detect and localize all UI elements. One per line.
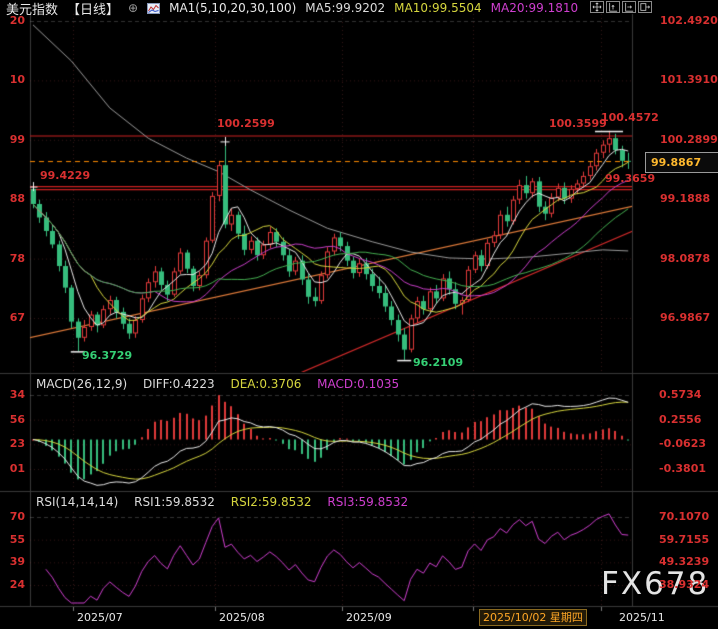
price-annotation: 100.2599	[217, 117, 275, 130]
rsi-axis-label: 70.1070	[659, 510, 710, 523]
macd-macd-value: MACD:0.1035	[317, 377, 400, 391]
ma5-value: MA5:99.9202	[305, 1, 386, 15]
rsi1-value: RSI1:59.8532	[134, 495, 215, 509]
pan-right-icon[interactable]	[638, 1, 652, 13]
timeframe-label: 【日线】	[67, 2, 120, 18]
macd-axis-label: -0.0623	[659, 437, 707, 451]
time-axis-highlighted-date: 2025/10/02 星期四	[479, 609, 587, 626]
macd-axis-label-left: 56	[9, 413, 25, 426]
price-axis-label: 101.3910	[660, 73, 718, 87]
price-axis-label: 100.2899	[660, 132, 718, 146]
price-annotation: 99.3659	[605, 172, 656, 185]
rsi-panel-header: RSI(14,14,14) RSI1:59.8532 RSI2:59.8532 …	[36, 495, 420, 509]
rsi-axis-label-left: 55	[9, 533, 25, 546]
price-axis-label: 102.4920	[660, 14, 718, 27]
macd-axis-label: -0.3801	[659, 462, 707, 475]
macd-title: MACD(26,12,9)	[36, 377, 128, 391]
chart-header: 美元指数 【日线】 ⊕ MA1(5,10,20,30,100) MA5:99.9…	[6, 1, 579, 18]
price-annotation: 100.3599	[549, 117, 607, 130]
rsi-axis-label: 49.3239	[659, 555, 710, 569]
macd-axis-label-left: 23	[9, 438, 25, 451]
rsi-axis-label: 38.9324	[659, 578, 710, 591]
price-axis-label-left: 10	[9, 74, 25, 87]
price-annotation: 96.2109	[413, 356, 464, 369]
instrument-title: 美元指数	[6, 2, 59, 18]
rsi-axis-label-left: 39	[9, 556, 25, 569]
ma20-value: MA20:99.1810	[490, 1, 579, 15]
move-tool-icon[interactable]	[590, 1, 604, 13]
rsi3-value: RSI3:59.8532	[327, 495, 409, 509]
price-axis-label: 99.1888	[660, 192, 711, 206]
macd-axis-label-left: 34	[9, 389, 25, 401]
price-annotation: 99.4229	[40, 169, 91, 182]
price-axis-label-left: 67	[9, 312, 25, 324]
time-axis-label: 2025/08	[219, 611, 265, 624]
macd-diff-value: DIFF:0.4223	[142, 377, 215, 391]
macd-axis-label-left: 01	[9, 463, 25, 475]
ma-settings-label: MA1(5,10,20,30,100)	[169, 1, 297, 15]
price-axis-label-left: 20	[9, 15, 25, 27]
price-axis-label-left: 99	[9, 133, 25, 146]
price-axis-label-left: 78	[9, 252, 25, 265]
macd-dea-value: DEA:0.3706	[230, 377, 302, 391]
watermark: FX678	[601, 566, 710, 602]
price-annotation: 96.3729	[82, 349, 133, 362]
price-axis-label-left: 88	[9, 193, 25, 206]
time-axis-label: 2025/07	[77, 611, 123, 624]
price-annotation: 100.4572	[601, 111, 659, 124]
macd-axis-label: 0.2556	[659, 412, 702, 426]
rsi-title: RSI(14,14,14)	[36, 495, 119, 509]
chart-toolbar	[590, 1, 652, 13]
time-axis-label: 2025/09	[346, 611, 392, 624]
rsi2-value: RSI2:59.8532	[230, 495, 312, 509]
macd-axis-label: 0.5734	[659, 388, 702, 401]
y-axis-scale-icon[interactable]	[606, 1, 620, 13]
chart-type-icon[interactable]	[147, 2, 161, 14]
macd-panel-header: MACD(26,12,9) DIFF:0.4223 DEA:0.3706 MAC…	[36, 377, 411, 391]
price-axis-label: 96.9867	[660, 311, 711, 324]
last-price-box: 99.8867	[645, 151, 718, 173]
price-axis-label: 98.0878	[660, 251, 711, 265]
circle-plus-icon[interactable]: ⊕	[128, 1, 139, 15]
x-axis-scale-icon[interactable]	[622, 1, 636, 13]
rsi-axis-label-left: 24	[9, 579, 25, 591]
time-axis-label: 2025/11	[619, 611, 665, 624]
rsi-axis-label: 59.7155	[659, 532, 710, 546]
rsi-axis-label-left: 70	[9, 511, 25, 523]
ma10-value: MA10:99.5504	[394, 1, 482, 15]
